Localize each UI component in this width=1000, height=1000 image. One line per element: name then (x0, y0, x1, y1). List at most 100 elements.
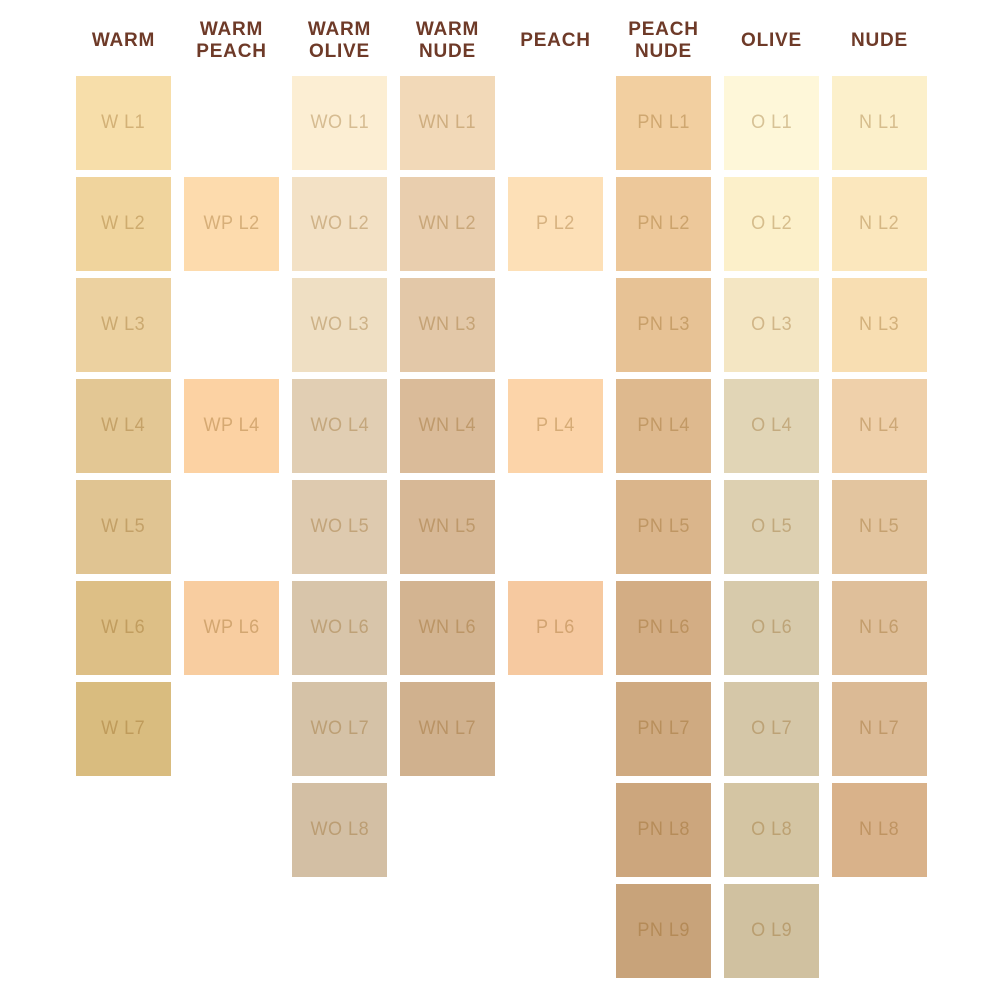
swatch-label: O L4 (750, 415, 793, 436)
swatch-pn-l1[interactable]: PN L1 (616, 76, 711, 170)
swatch-label: WN L3 (418, 314, 477, 335)
swatch-o-l9[interactable]: O L9 (724, 884, 819, 978)
swatch-label: WO L2 (310, 213, 369, 234)
swatch-label: W L6 (101, 617, 146, 638)
column-header-olive: OLIVE (740, 29, 802, 51)
swatch-wn-l5[interactable]: WN L5 (400, 480, 495, 574)
swatch-wo-l1[interactable]: WO L1 (292, 76, 387, 170)
swatch-wn-l7[interactable]: WN L7 (400, 682, 495, 776)
swatch-wn-l3[interactable]: WN L3 (400, 278, 495, 372)
swatch-label: WO L7 (310, 718, 369, 739)
swatch-label: N L1 (859, 112, 900, 133)
swatch-label: N L6 (859, 617, 900, 638)
swatch-w-l5[interactable]: W L5 (76, 480, 171, 574)
swatch-label: WN L4 (418, 415, 477, 436)
swatch-label: O L3 (750, 314, 793, 335)
swatch-n-l5[interactable]: N L5 (832, 480, 927, 574)
swatch-label: PN L4 (637, 415, 690, 436)
swatch-wp-l6[interactable]: WP L6 (184, 581, 279, 675)
column-header-peach: PEACH (520, 29, 591, 51)
swatch-pn-l9[interactable]: PN L9 (616, 884, 711, 978)
swatch-label: N L3 (859, 314, 900, 335)
swatch-pn-l7[interactable]: PN L7 (616, 682, 711, 776)
swatch-label: N L8 (859, 819, 900, 840)
swatch-w-l6[interactable]: W L6 (76, 581, 171, 675)
swatch-w-l4[interactable]: W L4 (76, 379, 171, 473)
swatch-pn-l6[interactable]: PN L6 (616, 581, 711, 675)
swatch-wo-l8[interactable]: WO L8 (292, 783, 387, 877)
swatch-n-l2[interactable]: N L2 (832, 177, 927, 271)
swatch-label: W L4 (101, 415, 146, 436)
swatch-w-l2[interactable]: W L2 (76, 177, 171, 271)
swatch-pn-l2[interactable]: PN L2 (616, 177, 711, 271)
swatch-w-l3[interactable]: W L3 (76, 278, 171, 372)
swatch-label: N L5 (859, 516, 900, 537)
swatch-label: WN L2 (418, 213, 477, 234)
swatch-n-l7[interactable]: N L7 (832, 682, 927, 776)
swatch-w-l1[interactable]: W L1 (76, 76, 171, 170)
swatch-n-l3[interactable]: N L3 (832, 278, 927, 372)
column-header-peach-nude: PEACH NUDE (628, 18, 699, 62)
swatch-label: PN L8 (637, 819, 690, 840)
column-header-warm-olive: WARM OLIVE (307, 18, 372, 62)
swatch-label: W L1 (101, 112, 146, 133)
swatch-o-l8[interactable]: O L8 (724, 783, 819, 877)
swatch-pn-l5[interactable]: PN L5 (616, 480, 711, 574)
swatch-label: WP L4 (203, 415, 260, 436)
swatch-wo-l5[interactable]: WO L5 (292, 480, 387, 574)
swatch-wn-l6[interactable]: WN L6 (400, 581, 495, 675)
swatch-label: O L5 (750, 516, 793, 537)
column-header-warm-peach: WARM PEACH (196, 18, 267, 62)
swatch-label: PN L9 (637, 920, 690, 941)
swatch-label: PN L1 (637, 112, 690, 133)
swatch-wo-l7[interactable]: WO L7 (292, 682, 387, 776)
swatch-label: PN L5 (637, 516, 690, 537)
swatch-o-l2[interactable]: O L2 (724, 177, 819, 271)
swatch-label: PN L6 (637, 617, 690, 638)
swatch-o-l1[interactable]: O L1 (724, 76, 819, 170)
swatch-label: PN L7 (637, 718, 690, 739)
swatch-wo-l2[interactable]: WO L2 (292, 177, 387, 271)
swatch-wn-l2[interactable]: WN L2 (400, 177, 495, 271)
swatch-label: O L7 (750, 718, 793, 739)
swatch-o-l7[interactable]: O L7 (724, 682, 819, 776)
swatch-label: WO L6 (310, 617, 369, 638)
swatch-wp-l4[interactable]: WP L4 (184, 379, 279, 473)
swatch-label: WN L6 (418, 617, 477, 638)
swatch-label: W L5 (101, 516, 146, 537)
swatch-label: O L8 (750, 819, 793, 840)
swatch-label: P L4 (536, 415, 575, 436)
swatch-label: WO L4 (310, 415, 369, 436)
swatch-wn-l1[interactable]: WN L1 (400, 76, 495, 170)
swatch-n-l1[interactable]: N L1 (832, 76, 927, 170)
swatch-wo-l3[interactable]: WO L3 (292, 278, 387, 372)
swatch-label: PN L2 (637, 213, 690, 234)
swatch-wo-l6[interactable]: WO L6 (292, 581, 387, 675)
swatch-label: WO L1 (310, 112, 369, 133)
swatch-w-l7[interactable]: W L7 (76, 682, 171, 776)
swatch-p-l6[interactable]: P L6 (508, 581, 603, 675)
swatch-p-l4[interactable]: P L4 (508, 379, 603, 473)
swatch-label: O L6 (750, 617, 793, 638)
swatch-wo-l4[interactable]: WO L4 (292, 379, 387, 473)
swatch-label: O L1 (750, 112, 793, 133)
swatch-p-l2[interactable]: P L2 (508, 177, 603, 271)
swatch-n-l8[interactable]: N L8 (832, 783, 927, 877)
swatch-pn-l3[interactable]: PN L3 (616, 278, 711, 372)
swatch-n-l6[interactable]: N L6 (832, 581, 927, 675)
swatch-label: WN L1 (418, 112, 477, 133)
swatch-label: W L3 (101, 314, 146, 335)
swatch-wn-l4[interactable]: WN L4 (400, 379, 495, 473)
swatch-o-l4[interactable]: O L4 (724, 379, 819, 473)
swatch-n-l4[interactable]: N L4 (832, 379, 927, 473)
column-header-nude: NUDE (850, 29, 909, 51)
swatch-o-l3[interactable]: O L3 (724, 278, 819, 372)
swatch-pn-l8[interactable]: PN L8 (616, 783, 711, 877)
swatch-pn-l4[interactable]: PN L4 (616, 379, 711, 473)
swatch-wp-l2[interactable]: WP L2 (184, 177, 279, 271)
column-header-warm-nude: WARM NUDE (415, 18, 480, 62)
swatch-label: N L2 (859, 213, 900, 234)
swatch-o-l5[interactable]: O L5 (724, 480, 819, 574)
swatch-o-l6[interactable]: O L6 (724, 581, 819, 675)
